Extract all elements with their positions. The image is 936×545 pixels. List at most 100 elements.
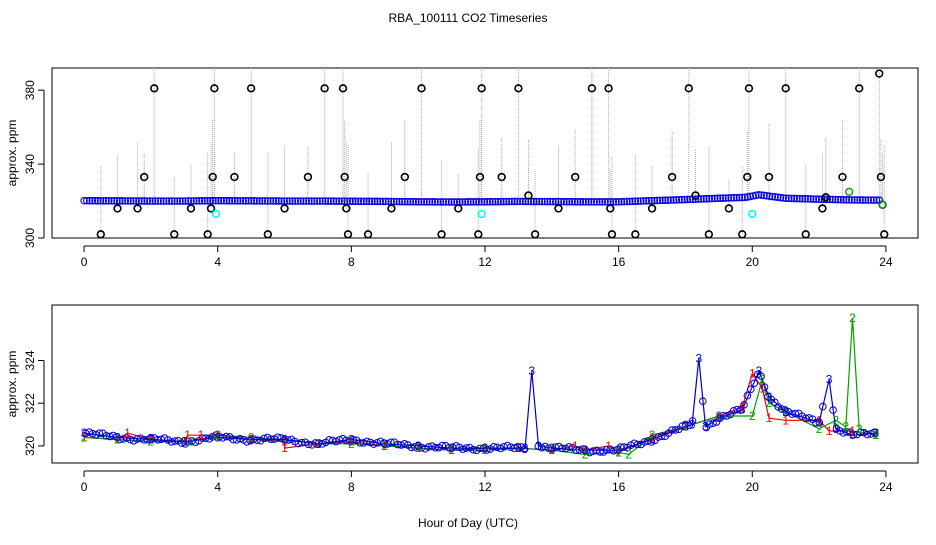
baseline-point	[488, 197, 497, 206]
raw-point	[880, 230, 889, 238]
observation-point	[153, 436, 162, 444]
raw-point	[113, 204, 122, 213]
observation-point	[723, 412, 731, 420]
baseline-point	[859, 196, 867, 204]
baseline-point	[650, 196, 659, 205]
raw-point	[704, 230, 714, 238]
baseline-point	[401, 197, 409, 206]
observation-point	[267, 435, 275, 443]
series-label-2: 2	[315, 437, 322, 451]
baseline-point	[604, 198, 612, 206]
baseline-point	[763, 192, 771, 200]
baseline-point	[206, 197, 214, 205]
observation-point	[688, 417, 697, 425]
baseline-point	[757, 191, 766, 199]
observation-point	[476, 444, 484, 453]
x-tick-label: 8	[348, 255, 355, 269]
baseline-point	[209, 197, 217, 205]
baseline-point	[379, 197, 387, 206]
baseline-point	[250, 197, 258, 205]
series-label-1: 1	[248, 433, 255, 447]
series-label-2: 2	[816, 422, 823, 436]
baseline-point	[711, 194, 719, 203]
baseline-point	[491, 197, 500, 206]
series-label-3: 3	[114, 430, 121, 444]
baseline-point	[272, 197, 280, 205]
baseline-point	[560, 197, 568, 206]
baseline-point	[357, 197, 365, 205]
baseline-point	[551, 197, 560, 206]
baseline-point	[165, 197, 173, 205]
baseline-point	[582, 198, 590, 206]
baseline-point	[661, 196, 670, 204]
baseline-point	[831, 195, 840, 204]
observation-point	[565, 443, 573, 451]
baseline-point	[316, 197, 324, 205]
baseline-point	[137, 197, 146, 205]
series-label-1: 1	[782, 413, 789, 427]
baseline-point	[269, 197, 277, 205]
baseline-point	[201, 197, 209, 205]
raw-point	[133, 204, 142, 213]
observation-point	[95, 429, 104, 437]
series-label-2: 2	[782, 405, 789, 419]
series-label-3: 3	[548, 441, 555, 455]
raw-point	[781, 84, 790, 93]
baseline-point	[543, 197, 552, 206]
observation-point	[740, 401, 748, 409]
x-tick-label: 8	[348, 480, 355, 494]
baseline-point	[425, 198, 434, 206]
baseline-point	[151, 197, 160, 205]
observation-point	[558, 444, 567, 453]
raw-point	[838, 172, 847, 182]
baseline-point	[538, 197, 546, 206]
series-label-1: 1	[114, 433, 121, 447]
baseline-point	[376, 197, 384, 206]
baseline-point	[669, 196, 678, 204]
raw-point	[208, 172, 217, 182]
observation-point	[459, 445, 467, 453]
series-label-1: 1	[281, 441, 288, 455]
baseline-point	[647, 196, 656, 205]
observation-point	[414, 442, 423, 450]
series-label-2: 2	[832, 413, 839, 427]
baseline-point	[530, 197, 538, 206]
series-label-3: 3	[522, 441, 529, 455]
raw-point	[667, 172, 677, 182]
observation-point	[815, 418, 824, 427]
raw-point	[474, 230, 483, 238]
series-label-1: 1	[281, 435, 288, 449]
x-tick-label: 16	[612, 480, 626, 494]
baseline-point	[310, 197, 319, 205]
baseline-point	[384, 197, 393, 206]
raw-point	[647, 204, 657, 213]
baseline-point	[705, 194, 713, 203]
baseline-point	[162, 197, 171, 205]
series-label-1: 1	[184, 428, 191, 442]
baseline-point	[332, 197, 341, 205]
baseline-point	[417, 198, 426, 206]
observation-point	[657, 432, 666, 441]
baseline-point	[834, 195, 842, 204]
baseline-point	[368, 197, 376, 206]
baseline-point	[754, 191, 763, 199]
baseline-point	[225, 197, 234, 205]
baseline-point	[565, 197, 574, 206]
baseline-point	[636, 197, 645, 205]
baseline-point	[409, 198, 417, 206]
baseline-point	[867, 196, 875, 204]
baseline-point	[738, 193, 746, 202]
baseline-point	[277, 197, 286, 205]
observation-point	[709, 419, 717, 428]
baseline-point	[329, 197, 338, 205]
series-label-1: 1	[415, 441, 422, 455]
observation-point	[297, 438, 306, 447]
x-tick-label: 4	[214, 480, 221, 494]
series-label-3: 3	[281, 433, 288, 447]
baseline-point	[848, 196, 856, 204]
baseline-point	[549, 197, 557, 206]
baseline-point	[102, 197, 110, 205]
raw-point	[338, 84, 348, 93]
baseline-point	[140, 197, 149, 205]
